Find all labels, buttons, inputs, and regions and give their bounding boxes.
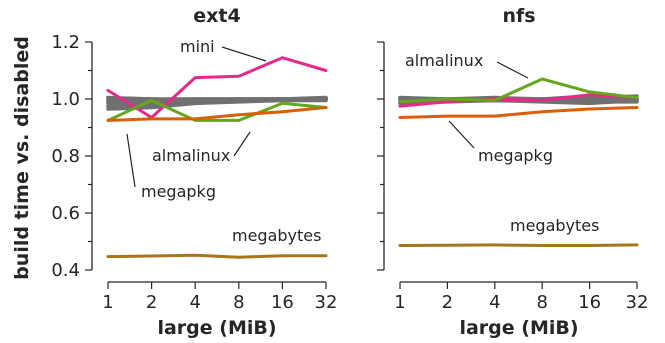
annotation-leader-megapkg — [448, 120, 475, 149]
y-tick-label: 0.8 — [51, 146, 80, 167]
x-tick-label: 1 — [394, 292, 405, 313]
annotation-megapkg: megapkg — [478, 146, 553, 165]
panel-title-nfs: nfs — [502, 5, 535, 27]
x-tick-label: 2 — [146, 292, 157, 313]
annotation-megapkg: megapkg — [141, 182, 216, 201]
annotation-leader-megapkg — [126, 133, 136, 188]
x-tick-label: 8 — [233, 292, 244, 313]
series-line-megapkg — [106, 106, 328, 122]
x-axis-label-nfs: large (MiB) — [459, 317, 578, 339]
series-line-grey-6 — [106, 95, 328, 101]
series-line-almalinux — [106, 98, 328, 122]
x-axis-label-ext4: large (MiB) — [157, 317, 276, 339]
x-tick-label: 4 — [489, 292, 500, 313]
x-tick-label: 16 — [271, 292, 294, 313]
plot-layer: 0.4 0.6 0.8 1.0 1.2 1 2 4 8 16 32 mini almalinux mega… — [51, 32, 648, 313]
x-tick-label: 4 — [189, 292, 200, 313]
annotation-megabytes: megabytes — [510, 216, 599, 235]
series-line-mini — [106, 56, 328, 119]
series-line-megabytes — [106, 253, 328, 259]
y-tick-label: 1.2 — [51, 32, 80, 53]
y-tick-label: 0.6 — [51, 203, 80, 224]
panel-ext4: 0.4 0.6 0.8 1.0 1.2 1 2 4 8 16 32 mini almalinux mega… — [51, 32, 337, 313]
annotation-almalinux: almalinux — [405, 51, 483, 70]
y-axis-label: build time vs. disabled — [11, 36, 33, 280]
x-tick-label: 16 — [578, 292, 601, 313]
annotation-leader-almalinux — [496, 61, 529, 79]
y-tick-label: 0.4 — [51, 260, 80, 281]
x-tick-label: 2 — [442, 292, 453, 313]
annotation-leader-mini — [221, 46, 267, 62]
panel-title-ext4: ext4 — [193, 5, 240, 27]
annotation-mini: mini — [180, 37, 215, 56]
x-tick-label: 8 — [536, 292, 547, 313]
series-line-almalinux — [398, 77, 639, 104]
annotation-leader-almalinux — [233, 131, 251, 157]
series-line-megabytes — [398, 243, 639, 247]
x-tick-label: 1 — [102, 292, 113, 313]
annotation-almalinux: almalinux — [152, 146, 230, 165]
series-line-megapkg — [398, 106, 639, 119]
series-line-magenta-6 — [398, 93, 639, 108]
x-tick-label: 32 — [626, 292, 649, 313]
x-tick-label: 32 — [315, 292, 338, 313]
y-tick-label: 1.0 — [51, 89, 80, 110]
panel-nfs: 1 2 4 8 16 32 almalinux megapkg megabytes — [377, 41, 649, 313]
annotation-megabytes: megabytes — [232, 226, 321, 245]
